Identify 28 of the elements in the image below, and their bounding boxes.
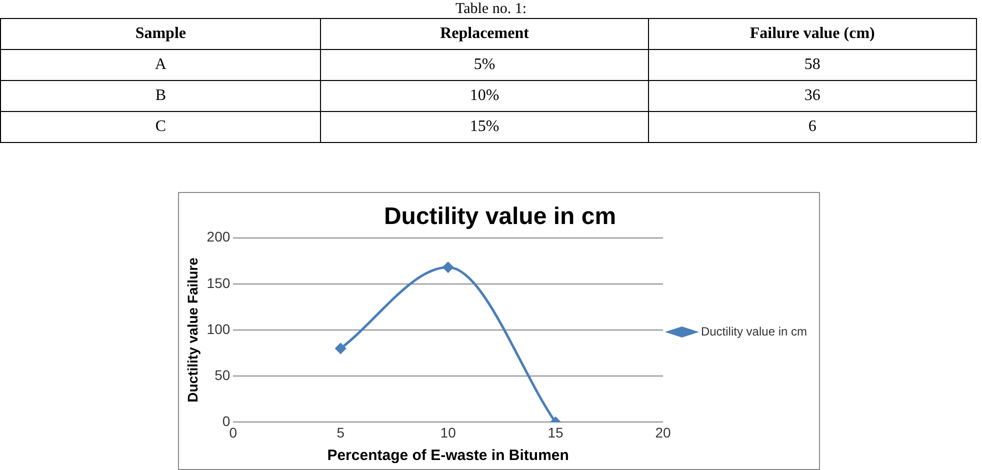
- text: B: [0, 80, 321, 112]
- text: 36: [648, 80, 976, 112]
- text: 58: [648, 50, 976, 80]
- point: [442, 262, 454, 273]
- text: 6: [648, 112, 976, 142]
- x-axis-title: Percentage of E-waste in Bitumen: [327, 447, 569, 464]
- y-tick-label: 0: [222, 413, 230, 430]
- y-tick-label: 200: [206, 228, 230, 245]
- x-tick-label: 20: [655, 424, 671, 440]
- text: 15%: [320, 112, 648, 142]
- text: 5%: [320, 50, 648, 80]
- point: [335, 343, 346, 354]
- x-tick-label: 5: [336, 424, 345, 440]
- y-tick-label: 50: [214, 366, 230, 383]
- chart-title: Ductility value in cm: [384, 203, 616, 230]
- x-tick-label: 15: [548, 424, 564, 440]
- text: Sample: [0, 18, 321, 50]
- text: Table no. 1:: [454, 0, 528, 18]
- text: 10%: [320, 80, 648, 112]
- text: C: [0, 112, 321, 142]
- text: Replacement: [320, 18, 648, 50]
- y-tick-label: 150: [206, 274, 230, 291]
- legend-label: Ductility value in cm: [700, 324, 808, 338]
- y-tick-label: 100: [206, 320, 230, 337]
- text: A: [0, 50, 321, 80]
- y-axis-title: Ductility value Failure: [184, 257, 200, 402]
- text: Failure value (cm): [648, 18, 976, 50]
- x-tick-label: 10: [440, 424, 456, 440]
